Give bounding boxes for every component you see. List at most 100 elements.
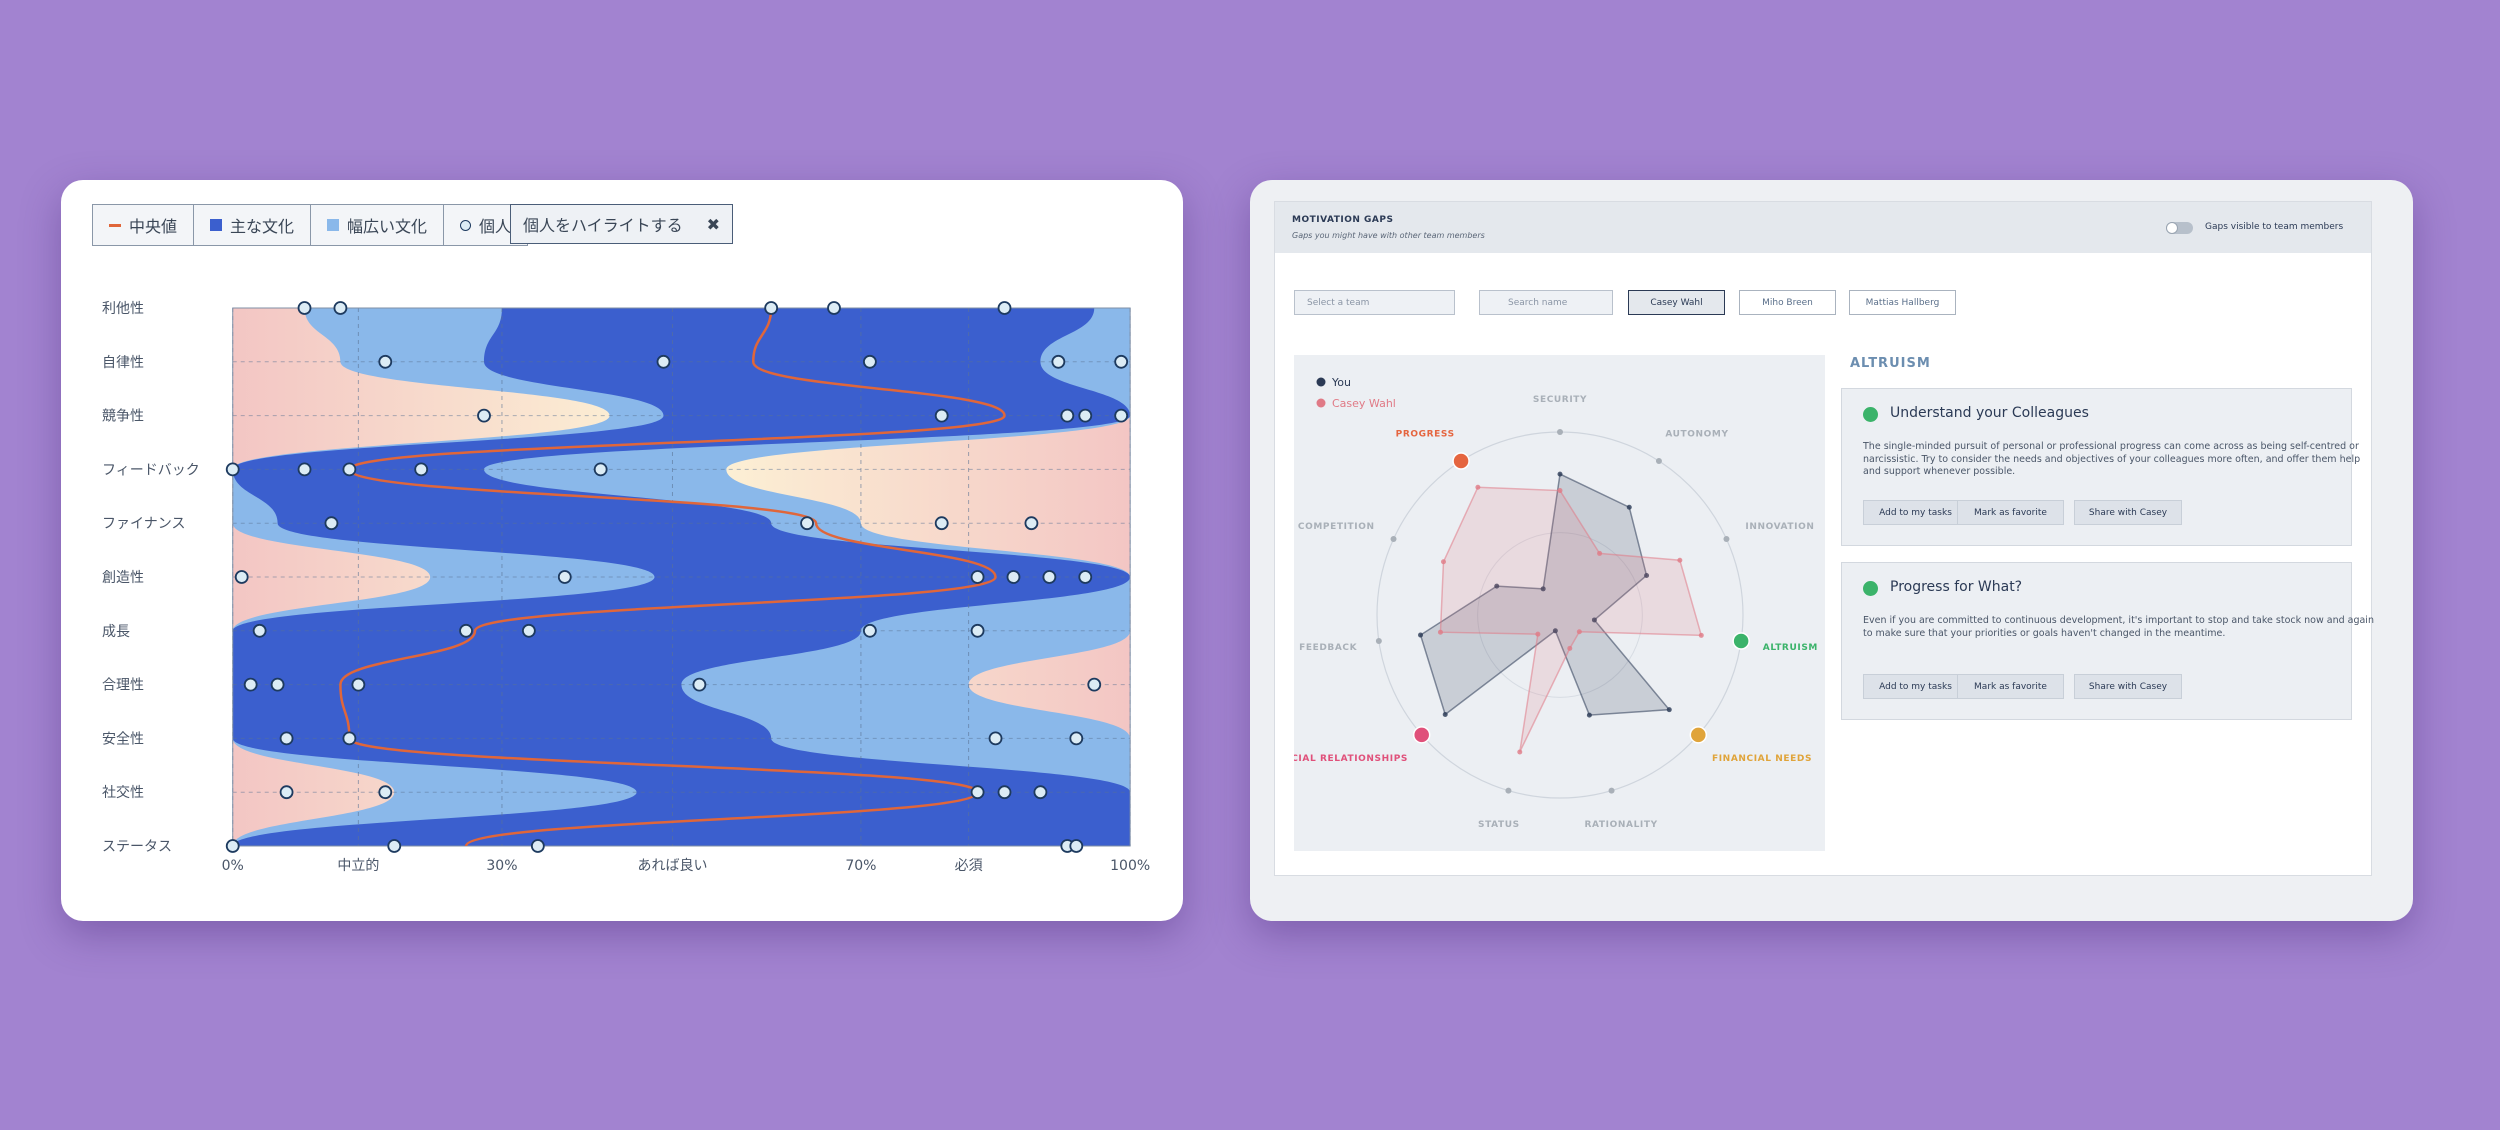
- stream-chart: 0% 中立的 30% あれば良い 70% 必須 100% 利他性自律性競争性フィードバックファ…: [102, 301, 1150, 874]
- card-icon: [1863, 407, 1878, 422]
- radar-dot: [1677, 557, 1683, 563]
- advice-card: Progress for What? Even if you are commit…: [1841, 562, 2374, 720]
- legend-item[interactable]: 中央値: [93, 205, 195, 245]
- individual-dot: [521, 623, 536, 638]
- radar-dot: [1644, 572, 1650, 578]
- individual-dot: [225, 839, 240, 853]
- individual-dot: [414, 462, 429, 477]
- card-text: Even if you are committed to continuous …: [1863, 615, 2374, 626]
- button-label: 個人をハイライトする: [522, 216, 683, 235]
- legend-item[interactable]: 個人: [444, 205, 527, 245]
- individual-dot: [827, 301, 841, 315]
- plot-frame: [232, 307, 1131, 847]
- axis-label: SECURITY: [1533, 395, 1587, 405]
- card-button[interactable]: Add to my tasks: [1863, 674, 1968, 699]
- person-button[interactable]: Casey Wahl: [1628, 290, 1725, 315]
- individual-dot: [997, 301, 1012, 315]
- radar-dot: [1517, 749, 1523, 755]
- axis-label: AUTONOMY: [1665, 429, 1728, 439]
- individual-dot: [692, 677, 707, 692]
- axis-label: FINANCIAL NEEDS: [1712, 754, 1812, 764]
- legend-label: You: [1331, 376, 1351, 389]
- axis-dot: [1375, 638, 1382, 645]
- individual-dot: [477, 408, 491, 423]
- radar-dot: [1418, 632, 1424, 638]
- individual-dot: [934, 516, 949, 531]
- radar-dot: [1437, 629, 1443, 635]
- radar-dot: [1557, 488, 1563, 494]
- legend-swatch: [1316, 398, 1326, 408]
- y-tick-label: 自律性: [102, 355, 144, 371]
- individual-dot: [1087, 677, 1102, 692]
- axis-label: INNOVATION: [1745, 522, 1814, 532]
- header-subtitle: Gaps you might have with other team memb…: [1292, 231, 1485, 240]
- x-tick-label: 0%: [222, 858, 244, 874]
- advice-card: Understand your Colleagues The single-min…: [1841, 388, 2360, 546]
- card-button[interactable]: Share with Casey: [2074, 674, 2182, 699]
- axis-icon: [1452, 452, 1470, 470]
- card-button[interactable]: Add to my tasks: [1863, 500, 1968, 525]
- person-button[interactable]: Miho Breen: [1739, 290, 1836, 315]
- header-title: MOTIVATION GAPS: [1292, 215, 1394, 225]
- card-button[interactable]: Share with Casey: [2074, 500, 2182, 525]
- individual-dot: [234, 570, 249, 584]
- individual-dot: [800, 516, 814, 531]
- individual-dot: [1114, 354, 1129, 369]
- culture-card: 0% 中立的 30% あれば良い 70% 必須 100% 利他性 自律性 競争性 フィードバック ファ…: [61, 180, 1183, 921]
- individual-dot: [1114, 408, 1129, 423]
- individual-dot: [1069, 731, 1084, 746]
- radar-dot: [1535, 631, 1541, 637]
- individual-dot: [970, 623, 985, 638]
- individual-dot: [530, 839, 545, 853]
- individual-dot: [1006, 570, 1021, 584]
- axis-dot: [1723, 535, 1730, 542]
- individual-dot: [342, 731, 357, 746]
- x-tick-label: 70%: [845, 858, 876, 874]
- individual-dot: [862, 354, 877, 369]
- radar-area: [1439, 486, 1703, 753]
- individual-dot: [970, 570, 985, 584]
- individual-dot: [970, 785, 985, 800]
- legend-item[interactable]: 幅広い文化: [311, 205, 445, 245]
- individual-dot: [997, 785, 1012, 800]
- team-select[interactable]: Select a team: [1294, 290, 1455, 315]
- individual-dot: [243, 677, 258, 692]
- legend-item[interactable]: 主な文化: [194, 205, 312, 245]
- individual-dot: [862, 623, 877, 638]
- y-tick-label: ファイナンス: [102, 516, 185, 532]
- toggle[interactable]: [2166, 222, 2193, 234]
- axis-label: ALTRUISM: [1763, 643, 1818, 653]
- close-icon[interactable]: ✖: [706, 214, 721, 234]
- axis-icon: [1732, 632, 1750, 650]
- legend-label: 幅広い文化: [347, 217, 428, 236]
- radar-dot: [1440, 559, 1446, 565]
- legend-swatch: [460, 219, 472, 231]
- y-tick-label: 成長: [102, 624, 130, 640]
- individual-dot: [1033, 785, 1048, 800]
- x-tick-label: 必須: [955, 858, 983, 874]
- individual-dot: [324, 516, 339, 531]
- axis-label: SOCIAL RELATIONSHIPS: [1294, 754, 1408, 764]
- x-tick-label: 中立的: [337, 858, 379, 874]
- radar-ring: [1477, 532, 1643, 698]
- search-field[interactable]: Search name: [1479, 290, 1613, 315]
- card-button[interactable]: Mark as favorite: [1957, 500, 2064, 525]
- toggle-label: Gaps visible to team members: [2205, 222, 2344, 232]
- highlight-button[interactable]: 個人をハイライトする ✖: [510, 204, 733, 244]
- axis-label: PROGRESS: [1396, 429, 1455, 439]
- card-button[interactable]: Mark as favorite: [1957, 674, 2064, 699]
- individual-dot: [297, 462, 312, 477]
- x-tick-label: あれば良い: [637, 858, 707, 874]
- person-button[interactable]: Mattias Hallberg: [1849, 290, 1956, 315]
- individual-dot: [764, 301, 779, 315]
- axis-dot: [1557, 429, 1563, 435]
- axis-label: STATUS: [1478, 820, 1520, 830]
- legend-swatch: [1316, 377, 1326, 387]
- axis-label: FEEDBACK: [1299, 643, 1358, 653]
- radar-dot: [1698, 632, 1704, 638]
- section-title: ALTRUISM: [1850, 356, 1931, 371]
- radar-dot: [1552, 628, 1558, 634]
- individual-dot: [351, 677, 366, 692]
- axis-label: RATIONALITY: [1585, 820, 1658, 830]
- axis-icon: [1689, 726, 1708, 744]
